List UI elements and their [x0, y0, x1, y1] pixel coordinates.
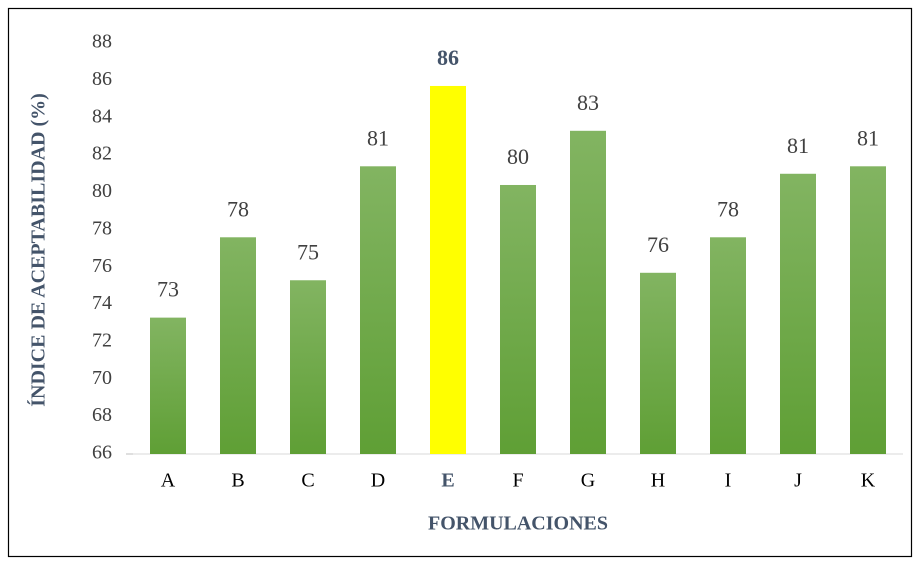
- y-tick-label: 84: [92, 105, 112, 127]
- x-tick-label: D: [371, 470, 385, 492]
- value-label: 76: [647, 232, 669, 257]
- bar: [360, 166, 396, 455]
- y-tick-label: 80: [92, 180, 112, 202]
- x-axis-title: FORMULACIONES: [428, 513, 608, 535]
- bar: [570, 130, 606, 454]
- y-tick-label: 88: [92, 31, 112, 53]
- y-tick-label: 68: [92, 404, 112, 426]
- x-tick-label: J: [794, 470, 802, 492]
- x-tick-label: B: [231, 470, 244, 492]
- x-tick-label: C: [301, 470, 314, 492]
- y-tick-label: 70: [92, 367, 112, 389]
- value-label: 81: [367, 125, 389, 150]
- x-tick-label: F: [512, 470, 523, 492]
- x-tick-label: H: [651, 470, 665, 492]
- value-label: 78: [717, 196, 739, 221]
- y-tick-label: 78: [92, 217, 112, 239]
- value-label: 78: [227, 196, 249, 221]
- y-tick-label: 72: [92, 330, 112, 352]
- bar: [150, 317, 186, 454]
- bar: [430, 85, 466, 454]
- x-tick-label: G: [581, 470, 595, 492]
- x-tick-label: K: [861, 470, 876, 492]
- bar: [290, 280, 326, 454]
- value-label: 86: [437, 45, 459, 70]
- bar: [220, 237, 256, 454]
- y-tick-label: 76: [92, 255, 112, 277]
- x-tick-label: I: [725, 470, 732, 492]
- value-label: 80: [507, 144, 529, 169]
- y-tick-label: 86: [92, 68, 112, 90]
- value-label: 81: [787, 133, 809, 158]
- y-axis-title: ÍNDICE DE ACEPTABILIDAD (%): [27, 93, 50, 407]
- y-tick-label: 66: [92, 442, 112, 464]
- bar: [850, 166, 886, 455]
- x-tick-label: E: [441, 470, 454, 492]
- x-tick-label: A: [161, 470, 176, 492]
- value-label: 81: [857, 125, 879, 150]
- value-label: 73: [157, 277, 179, 302]
- bar: [500, 184, 536, 454]
- y-tick-label: 74: [92, 292, 112, 314]
- bar: [710, 237, 746, 454]
- bar: [640, 272, 676, 454]
- bar: [780, 173, 816, 455]
- value-label: 75: [297, 239, 319, 264]
- y-tick-label: 82: [92, 143, 112, 165]
- value-label: 83: [577, 90, 599, 115]
